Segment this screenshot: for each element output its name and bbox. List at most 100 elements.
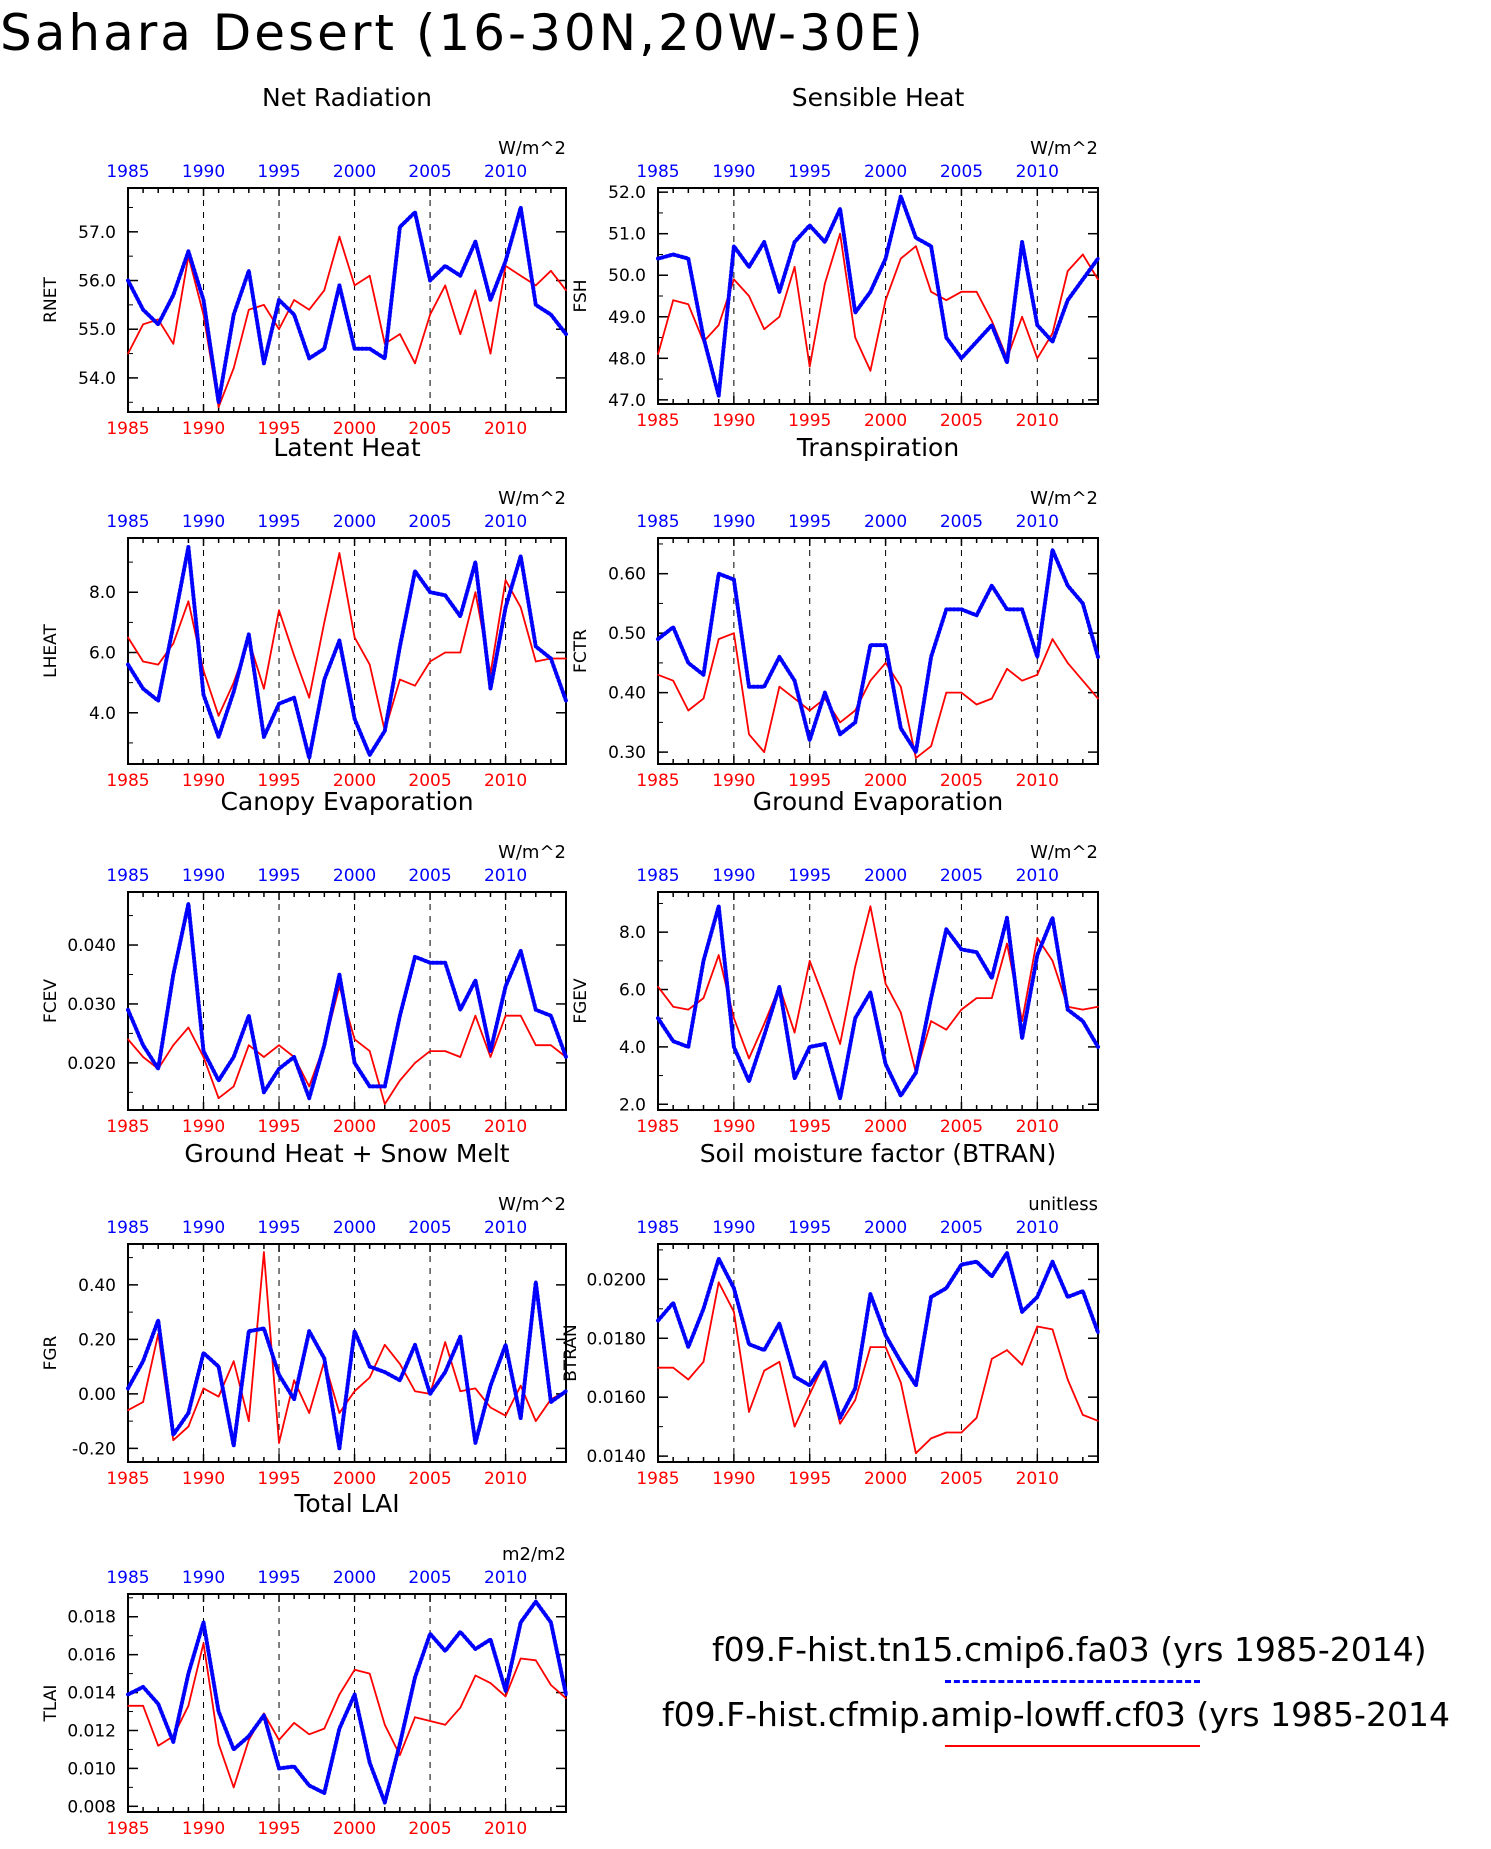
- data-point-blue: [141, 1685, 145, 1689]
- data-point-blue: [322, 347, 326, 351]
- x-tick-label-bottom: 2000: [333, 1469, 376, 1489]
- data-point-red: [519, 606, 522, 609]
- data-point-red: [217, 406, 220, 408]
- data-point-red: [127, 636, 129, 639]
- chart-units: W/m^2: [1030, 138, 1098, 159]
- x-tick-label-top: 1990: [182, 162, 225, 182]
- data-point-red: [459, 333, 462, 335]
- data-point-blue: [701, 335, 706, 340]
- data-point-red: [672, 1366, 674, 1369]
- data-point-red: [187, 1026, 190, 1029]
- data-point-blue: [899, 726, 903, 730]
- data-point-blue: [458, 614, 462, 618]
- data-point-blue: [217, 1365, 221, 1369]
- data-point-red: [217, 1395, 220, 1398]
- data-point-blue: [458, 1335, 462, 1339]
- data-point-blue: [747, 1079, 751, 1083]
- data-point-blue: [368, 1084, 372, 1089]
- data-point-blue: [747, 685, 751, 689]
- chart-frame: [127, 1243, 567, 1463]
- data-point-red: [793, 266, 796, 268]
- x-tick-label-bottom: 1995: [257, 771, 300, 791]
- data-point-red: [1051, 960, 1054, 962]
- data-point-blue: [686, 257, 690, 261]
- data-point-blue: [1005, 1251, 1009, 1255]
- data-point-blue: [929, 655, 933, 659]
- data-point-blue: [398, 644, 402, 649]
- y-axis-label: LHEAT: [41, 624, 61, 678]
- data-point-blue: [307, 356, 311, 361]
- data-point-red: [338, 552, 341, 554]
- y-tick-label: 0.018: [67, 1608, 116, 1628]
- data-point-red: [504, 1695, 507, 1698]
- series-line-blue: [126, 1599, 568, 1805]
- data-point-red: [550, 1684, 552, 1686]
- data-point-blue: [853, 1386, 857, 1390]
- y-tick-label: 48.0: [608, 349, 646, 369]
- data-point-red: [672, 1005, 674, 1008]
- legend-swatch-series-a: [945, 1680, 1200, 1683]
- data-point-blue: [488, 298, 493, 302]
- data-point-red: [1006, 668, 1008, 670]
- series-line-red: [128, 1642, 567, 1789]
- y-tick-label: 8.0: [619, 923, 646, 943]
- data-point-red: [824, 282, 826, 285]
- data-point-red: [1082, 253, 1084, 256]
- data-point-red: [278, 328, 280, 331]
- x-tick-label-bottom: 2010: [484, 1469, 527, 1489]
- data-point-red: [519, 1014, 522, 1017]
- data-point-red: [778, 1361, 781, 1363]
- x-tick-label-bottom: 1990: [182, 1117, 225, 1137]
- data-point-red: [504, 579, 507, 581]
- data-point-blue: [868, 990, 873, 994]
- data-point-blue: [473, 239, 477, 244]
- data-point-blue: [519, 1620, 523, 1625]
- y-tick-label: 55.0: [78, 320, 116, 340]
- chart-units: W/m^2: [1030, 842, 1098, 863]
- data-point-red: [474, 1674, 477, 1677]
- data-point-blue: [262, 361, 266, 365]
- y-tick-label: 8.0: [89, 583, 116, 603]
- data-point-blue: [413, 1343, 417, 1347]
- x-tick-label-top: 1995: [257, 512, 300, 532]
- data-point-blue: [307, 756, 311, 760]
- data-point-blue: [868, 1292, 873, 1296]
- data-point-red: [930, 291, 932, 293]
- x-tick-label-top: 2000: [333, 162, 376, 182]
- x-tick-label-top: 2000: [864, 1218, 907, 1238]
- data-point-blue: [413, 1675, 417, 1680]
- data-point-red: [899, 1011, 902, 1014]
- data-point-blue: [1096, 655, 1100, 659]
- data-point-red: [717, 954, 720, 956]
- data-point-blue: [656, 1318, 660, 1323]
- x-tick-label-bottom: 1985: [636, 771, 679, 791]
- data-point-blue: [473, 978, 477, 982]
- data-point-blue: [503, 1689, 508, 1693]
- data-point-blue: [717, 572, 721, 576]
- data-point-blue: [201, 1049, 206, 1053]
- y-tick-label: 0.030: [67, 995, 116, 1015]
- x-tick-label-bottom: 2010: [484, 1117, 527, 1137]
- data-point-blue: [141, 308, 145, 312]
- data-point-blue: [1035, 953, 1039, 957]
- x-tick-label-top: 2000: [333, 1218, 376, 1238]
- data-point-red: [990, 697, 993, 700]
- series-line-blue: [656, 547, 1100, 755]
- data-point-blue: [292, 313, 296, 317]
- x-tick-label-top: 2000: [864, 512, 907, 532]
- data-point-blue: [975, 613, 979, 617]
- data-point-blue: [732, 244, 736, 248]
- x-tick-label-top: 1990: [182, 512, 225, 532]
- data-point-blue: [156, 1318, 160, 1322]
- data-point-red: [960, 1431, 963, 1434]
- data-point-blue: [428, 1632, 432, 1636]
- data-point-red: [1097, 1005, 1099, 1008]
- data-point-red: [248, 1739, 250, 1741]
- data-point-blue: [1035, 1295, 1039, 1299]
- data-point-blue: [944, 607, 948, 611]
- data-point-red: [263, 1251, 265, 1253]
- x-tick-label-bottom: 1990: [182, 1469, 225, 1489]
- data-point-blue: [277, 1373, 281, 1377]
- data-point-blue: [686, 1045, 690, 1049]
